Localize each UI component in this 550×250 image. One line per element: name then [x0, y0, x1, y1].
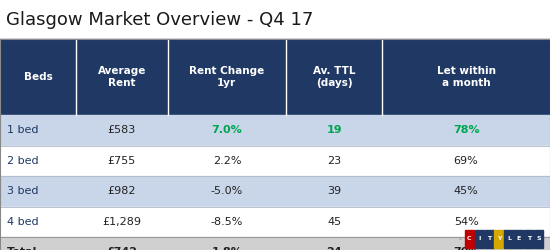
Text: 39: 39	[327, 186, 341, 196]
Text: £583: £583	[108, 125, 136, 135]
Text: c: c	[459, 236, 462, 241]
Text: 78%: 78%	[453, 125, 480, 135]
Text: 24: 24	[326, 247, 342, 250]
Text: 19: 19	[326, 125, 342, 135]
Text: 2.2%: 2.2%	[213, 156, 241, 166]
Text: -5.0%: -5.0%	[211, 186, 243, 196]
Bar	[494, 230, 504, 248]
Text: Beds: Beds	[24, 72, 52, 82]
Bar	[465, 230, 474, 248]
Bar	[0, 115, 550, 146]
Bar	[475, 230, 484, 248]
Text: 54%: 54%	[454, 217, 478, 227]
Text: Total: Total	[7, 247, 37, 250]
Text: Rent Change
1yr: Rent Change 1yr	[189, 66, 265, 88]
Text: Y: Y	[497, 236, 501, 241]
Text: 4 bed: 4 bed	[7, 217, 39, 227]
Bar	[534, 230, 543, 248]
Text: 1 bed: 1 bed	[7, 125, 38, 135]
Text: -8.5%: -8.5%	[211, 217, 243, 227]
Text: 45: 45	[327, 217, 341, 227]
Text: 2 bed: 2 bed	[7, 156, 39, 166]
Text: L: L	[507, 236, 511, 241]
Bar	[0, 39, 550, 115]
Text: Let within
a month: Let within a month	[437, 66, 496, 88]
Text: T: T	[527, 236, 531, 241]
Bar	[0, 206, 550, 237]
Text: 69%: 69%	[454, 156, 478, 166]
Bar	[485, 230, 494, 248]
Bar	[514, 230, 524, 248]
Text: C: C	[467, 236, 471, 241]
Text: 3 bed: 3 bed	[7, 186, 38, 196]
Text: Av. TTL
(days): Av. TTL (days)	[313, 66, 355, 88]
Text: 70%: 70%	[453, 247, 480, 250]
Text: 45%: 45%	[454, 186, 478, 196]
Text: £1,289: £1,289	[102, 217, 141, 227]
Text: I: I	[478, 236, 480, 241]
Text: 1.8%: 1.8%	[211, 247, 243, 250]
Text: 7.0%: 7.0%	[212, 125, 242, 135]
Text: Glasgow Market Overview - Q4 17: Glasgow Market Overview - Q4 17	[6, 11, 313, 29]
Text: 23: 23	[327, 156, 341, 166]
Text: E: E	[516, 236, 521, 241]
Text: £982: £982	[108, 186, 136, 196]
Bar	[0, 176, 550, 206]
Text: £742: £742	[106, 247, 138, 250]
Text: S: S	[536, 236, 541, 241]
Text: Average
Rent: Average Rent	[98, 66, 146, 88]
Bar	[0, 146, 550, 176]
Bar	[504, 230, 514, 248]
Bar	[524, 230, 534, 248]
Text: £755: £755	[108, 156, 136, 166]
Text: T: T	[487, 236, 491, 241]
Bar	[0, 237, 550, 250]
